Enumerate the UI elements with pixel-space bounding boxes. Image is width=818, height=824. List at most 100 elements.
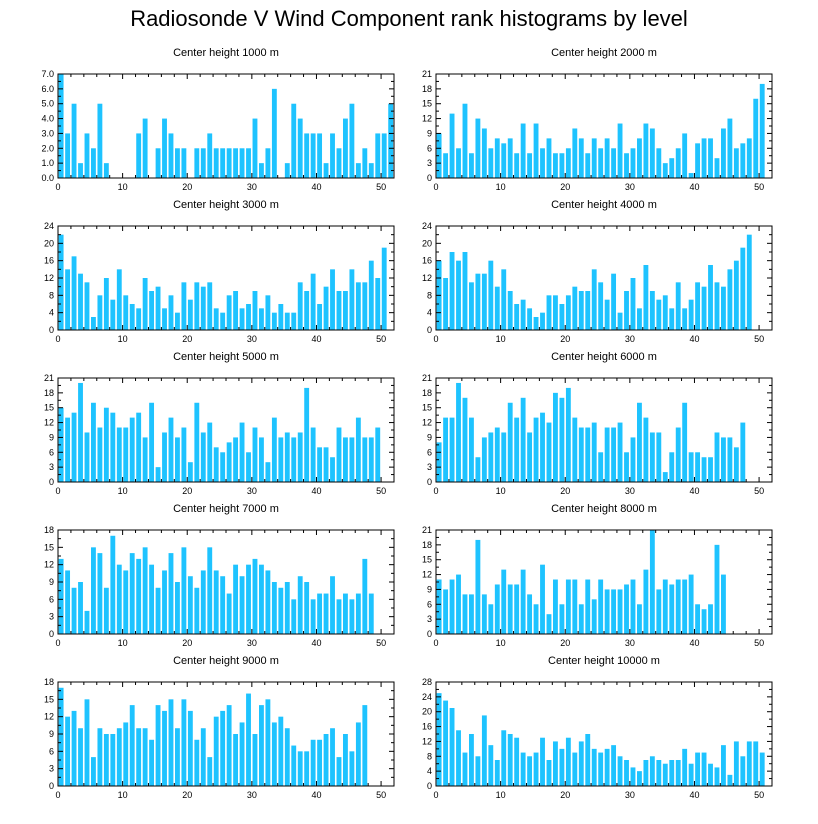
y-tick-label: 3	[49, 462, 54, 472]
chart-panel-9: Center height 9000 m 0 3 6 9 12 15 18 0 10 20 30 40 5…	[44, 655, 395, 800]
bar	[721, 574, 726, 634]
bar	[527, 432, 533, 482]
bar	[349, 103, 355, 178]
panel-title: Center height 9000 m	[173, 655, 279, 667]
bar	[336, 291, 342, 330]
y-tick-label: 0.0	[41, 173, 54, 183]
y-tick-label: 24	[422, 221, 432, 231]
y-tick-label: 20	[422, 238, 432, 248]
bar	[317, 133, 323, 178]
bar	[58, 234, 64, 330]
bar	[136, 412, 142, 482]
bar	[540, 312, 545, 330]
bar	[617, 312, 623, 330]
bar	[714, 767, 720, 786]
bar	[488, 432, 494, 482]
bar	[630, 437, 636, 482]
bar	[304, 751, 310, 786]
bar	[533, 752, 539, 786]
bar	[291, 599, 297, 634]
bar	[475, 457, 481, 482]
bar	[449, 252, 455, 330]
y-tick-label: 12	[44, 560, 54, 570]
bar	[297, 282, 303, 330]
bar	[501, 143, 507, 178]
bar	[310, 133, 316, 178]
y-tick-label: 15	[44, 403, 54, 413]
bar	[572, 579, 578, 634]
x-tick-label: 40	[689, 182, 699, 192]
y-tick-label: 6	[427, 447, 432, 457]
bar	[546, 138, 552, 178]
bar	[226, 705, 232, 786]
bar	[546, 614, 552, 634]
bar	[123, 722, 129, 786]
bar	[175, 582, 180, 634]
bar	[520, 752, 526, 786]
x-tick-label: 0	[55, 334, 60, 344]
bar	[84, 610, 90, 634]
bar	[336, 757, 342, 786]
bar	[721, 286, 726, 330]
bar	[443, 278, 449, 330]
bar	[265, 462, 271, 482]
y-tick-label: 6	[427, 143, 432, 153]
bar	[317, 739, 323, 786]
x-tick-label: 40	[311, 182, 321, 192]
x-tick-label: 0	[433, 486, 438, 496]
x-tick-label: 30	[247, 182, 257, 192]
y-tick-label: 18	[422, 540, 432, 550]
bar	[475, 756, 481, 786]
bar	[323, 163, 329, 178]
bar	[103, 278, 109, 330]
y-tick-label: 1.0	[41, 158, 54, 168]
bar	[175, 148, 180, 178]
x-tick-label: 0	[55, 486, 60, 496]
y-tick-label: 18	[44, 388, 54, 398]
y-tick-label: 15	[44, 542, 54, 552]
bar	[78, 382, 83, 482]
bar	[494, 286, 500, 330]
bar	[662, 472, 668, 482]
bar	[714, 544, 720, 634]
bar	[669, 158, 675, 178]
bar	[462, 397, 468, 482]
bar	[643, 265, 649, 330]
x-tick-label: 50	[376, 486, 386, 496]
bar	[213, 148, 219, 178]
y-tick-label: 21	[422, 373, 432, 383]
bar	[669, 308, 675, 330]
x-tick-label: 40	[311, 486, 321, 496]
bar	[297, 751, 303, 786]
bar	[252, 427, 258, 482]
bar	[553, 579, 558, 634]
bar	[310, 599, 316, 634]
bar	[501, 730, 507, 786]
y-tick-label: 3	[427, 158, 432, 168]
bar	[116, 564, 122, 634]
x-tick-label: 40	[311, 638, 321, 648]
bar	[58, 74, 64, 178]
bar	[559, 604, 565, 634]
bar	[175, 728, 180, 786]
bar	[239, 308, 245, 330]
bar	[740, 422, 746, 482]
y-tick-label: 4.0	[41, 114, 54, 124]
y-tick-label: 9	[427, 584, 432, 594]
x-tick-label: 10	[496, 486, 506, 496]
bar	[624, 584, 629, 634]
y-tick-label: 3	[427, 462, 432, 472]
bar	[207, 422, 213, 482]
bar	[637, 771, 642, 786]
bar	[304, 133, 310, 178]
bar	[278, 437, 284, 482]
x-tick-label: 10	[118, 182, 128, 192]
y-tick-label: 15	[422, 99, 432, 109]
bar	[368, 163, 374, 178]
bar	[213, 308, 219, 330]
bar	[381, 247, 387, 330]
bar	[436, 442, 442, 482]
chart-panel-8: Center height 8000 m 0 3 6 9 12 15 18 21 0 10 20 30 4…	[422, 503, 773, 648]
y-tick-label: 0	[49, 477, 54, 487]
